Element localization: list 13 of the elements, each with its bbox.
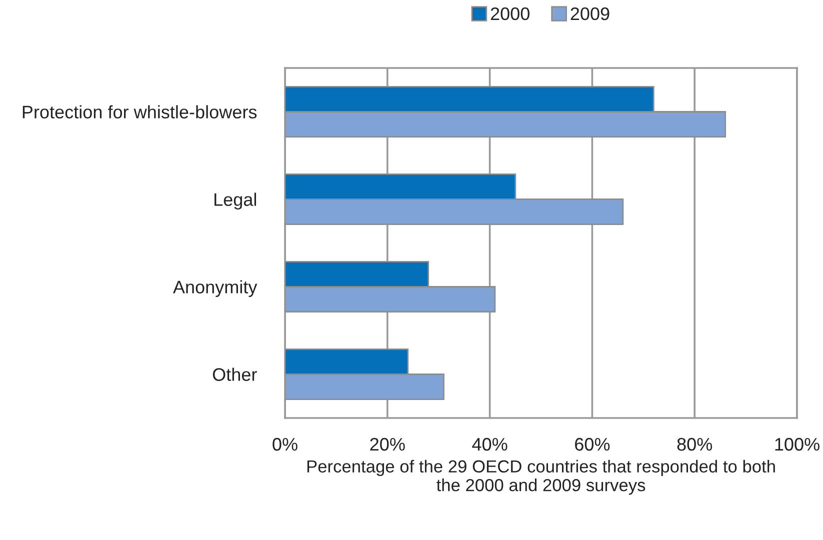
x-tick-label: 100% [775, 438, 820, 451]
x-tick-label: 0% [272, 438, 298, 451]
y-tick-label: Anonymity [172, 280, 258, 298]
x-tick-label: 80% [677, 438, 712, 451]
x-tick-label: 60% [575, 438, 610, 451]
x-tick-label: 20% [370, 438, 405, 451]
x-tick-label: 40% [472, 438, 508, 451]
y-tick-label: Other [212, 368, 257, 381]
legend-label: 2000 [490, 7, 530, 20]
x-axis-title: Percentage of the 29 OECD countries that responded to both the 2000 and 2009 surveys [307, 460, 775, 495]
y-tick-label: Legal [214, 192, 256, 210]
y-tick-label: Protection for whistle-blowers [22, 105, 257, 118]
legend-label: 2009 [570, 7, 610, 20]
